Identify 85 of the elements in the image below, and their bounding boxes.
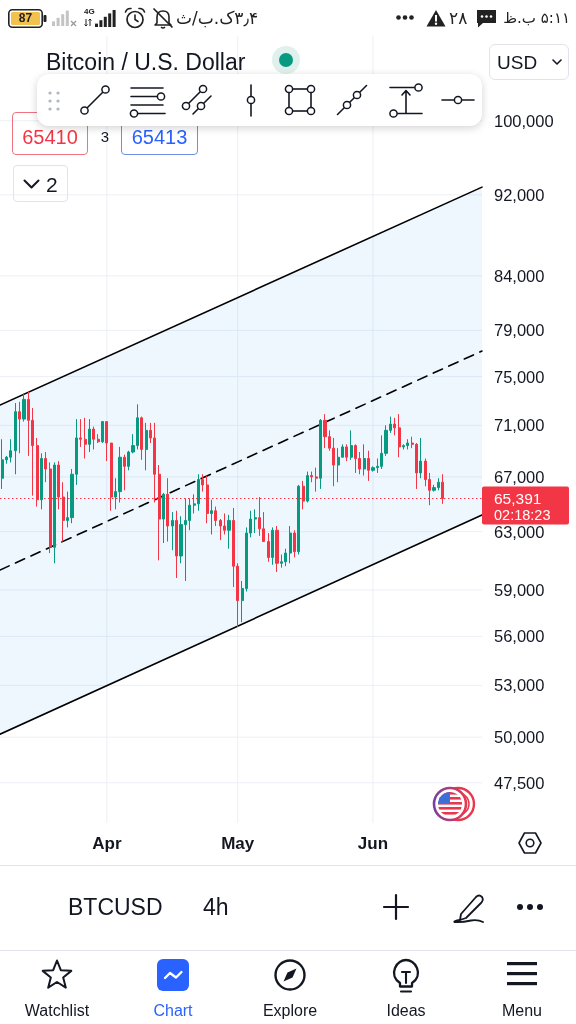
text: Explore bbox=[262, 1000, 318, 1020]
y-tick-label: 71,000 bbox=[494, 416, 545, 435]
candlestick bbox=[398, 413, 401, 458]
text: Bitcoin / U.S. Dollar bbox=[46, 48, 246, 76]
annotation: 65413 bbox=[131, 125, 188, 149]
x-tick-label: Jun bbox=[357, 833, 389, 853]
x-tick-label: May bbox=[221, 833, 255, 853]
candlestick bbox=[14, 402, 17, 475]
candlestick bbox=[402, 443, 405, 450]
y-tick-label: 79,000 bbox=[494, 321, 545, 340]
candlestick bbox=[363, 443, 366, 477]
text: ۵:۱۱ ب.ظ bbox=[503, 9, 570, 27]
x-tick-label: Apr bbox=[92, 833, 122, 853]
candlestick bbox=[44, 451, 47, 483]
candlestick bbox=[350, 429, 353, 461]
candlestick bbox=[254, 508, 257, 534]
candlestick bbox=[297, 484, 300, 556]
text: Watchlist bbox=[24, 1000, 90, 1020]
candlestick bbox=[101, 421, 104, 444]
candlestick bbox=[84, 417, 87, 460]
candlestick bbox=[123, 454, 126, 491]
candlestick bbox=[419, 437, 422, 479]
candlestick bbox=[97, 433, 100, 444]
y-tick-label: 53,000 bbox=[494, 676, 545, 695]
y-tick-label: 92,000 bbox=[494, 185, 545, 204]
candlestick bbox=[354, 443, 357, 474]
text: ۲۸ bbox=[449, 8, 468, 28]
candlestick bbox=[53, 461, 56, 564]
candlestick bbox=[22, 392, 26, 423]
candlestick bbox=[367, 450, 370, 482]
y-tick-label: 67,000 bbox=[494, 467, 545, 486]
candlestick bbox=[36, 437, 39, 508]
candlestick bbox=[214, 506, 217, 527]
y-tick-label: 50,000 bbox=[494, 728, 545, 747]
candlestick bbox=[393, 417, 396, 436]
candlestick bbox=[9, 438, 12, 463]
text: USD bbox=[497, 50, 538, 74]
text: Chart bbox=[153, 1000, 193, 1020]
candlestick bbox=[310, 471, 313, 483]
text: BTCUSD bbox=[68, 893, 163, 921]
candlestick bbox=[284, 548, 287, 567]
candlestick bbox=[323, 413, 327, 449]
candlestick bbox=[197, 473, 200, 512]
candlestick bbox=[315, 467, 318, 493]
text: Menu bbox=[501, 1000, 543, 1020]
candlestick bbox=[105, 421, 108, 462]
candlestick bbox=[406, 438, 409, 450]
candlestick bbox=[267, 532, 270, 563]
candlestick bbox=[271, 526, 274, 566]
candlestick bbox=[18, 401, 21, 454]
ref-line-label: 65,391 bbox=[494, 490, 542, 508]
candlestick bbox=[145, 422, 148, 471]
candlestick bbox=[293, 529, 296, 558]
text: Ideas bbox=[386, 1000, 426, 1020]
candlestick bbox=[88, 418, 91, 453]
annotation: 65410 bbox=[22, 125, 78, 149]
candlestick bbox=[79, 418, 82, 448]
candlestick bbox=[92, 426, 95, 450]
candlestick bbox=[306, 471, 309, 503]
candlestick bbox=[175, 510, 178, 579]
text: 4h bbox=[203, 893, 229, 921]
candlestick bbox=[140, 416, 143, 461]
y-tick-label: 47,500 bbox=[494, 773, 545, 792]
y-tick-label: 63,000 bbox=[494, 522, 545, 541]
annotation: 2 bbox=[46, 171, 58, 197]
candlestick bbox=[210, 499, 213, 535]
y-tick-label: 100,000 bbox=[494, 111, 554, 130]
candlestick bbox=[1, 438, 4, 490]
candlestick bbox=[275, 525, 279, 573]
annotation: 3 bbox=[100, 128, 110, 146]
y-tick-label: 56,000 bbox=[494, 627, 545, 646]
text: 02:18:23 bbox=[494, 506, 551, 523]
candlestick bbox=[40, 452, 43, 510]
text: ۳٫۴ک.ب/ث bbox=[176, 8, 259, 28]
candlestick bbox=[162, 492, 165, 544]
candlestick bbox=[171, 511, 174, 551]
candlestick bbox=[201, 473, 204, 493]
y-tick-label: 84,000 bbox=[494, 266, 545, 285]
y-tick-label: 59,000 bbox=[494, 580, 545, 599]
candlestick bbox=[319, 418, 322, 490]
candlestick bbox=[227, 514, 231, 550]
candlestick bbox=[337, 447, 340, 483]
y-tick-label: 75,000 bbox=[494, 367, 545, 386]
candlestick bbox=[289, 525, 292, 564]
candlestick bbox=[345, 443, 348, 462]
